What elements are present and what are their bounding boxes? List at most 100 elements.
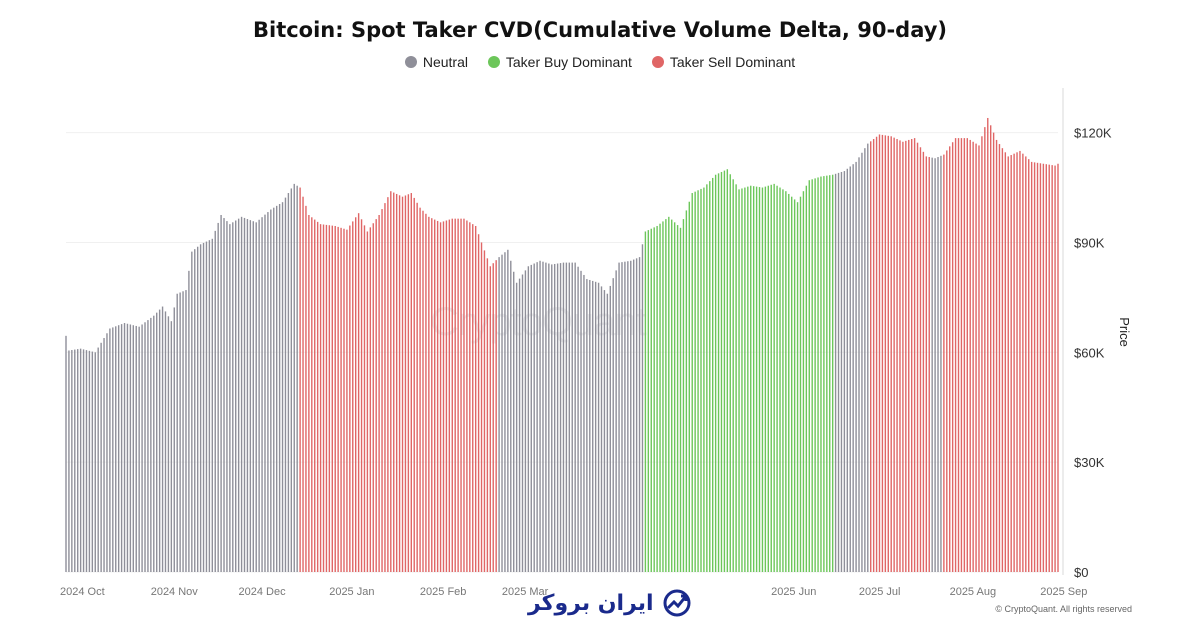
price-bar bbox=[1051, 165, 1053, 573]
price-bar bbox=[331, 225, 333, 572]
price-bar bbox=[141, 324, 143, 572]
legend-item-neutral[interactable]: Neutral bbox=[404, 54, 468, 70]
price-bar bbox=[220, 215, 222, 572]
price-bar bbox=[217, 222, 219, 572]
price-bar bbox=[890, 136, 892, 572]
price-bar bbox=[457, 218, 459, 572]
price-bar bbox=[852, 164, 854, 572]
legend-dot-sell-icon bbox=[651, 56, 664, 68]
price-bar bbox=[671, 219, 673, 572]
price-bar bbox=[255, 222, 257, 572]
price-bar bbox=[442, 221, 445, 572]
price-bar bbox=[589, 279, 591, 572]
price-bar bbox=[305, 205, 307, 572]
y-tick-label: $120K bbox=[1074, 126, 1112, 141]
price-bar bbox=[972, 141, 974, 572]
price-bar bbox=[474, 225, 477, 573]
price-bar bbox=[1025, 156, 1027, 573]
price-bar bbox=[571, 262, 573, 572]
price-bar bbox=[425, 213, 427, 572]
price-bar bbox=[196, 246, 199, 573]
price-bar bbox=[995, 139, 998, 572]
price-bar bbox=[287, 193, 290, 572]
price-bar bbox=[612, 278, 614, 572]
price-bar bbox=[592, 280, 594, 572]
price-bar bbox=[583, 274, 585, 572]
price-bar bbox=[91, 351, 94, 572]
y-axis-label: Price bbox=[1117, 317, 1132, 347]
y-tick-label: $90K bbox=[1074, 235, 1105, 250]
price-bar bbox=[349, 225, 351, 572]
price-bar bbox=[340, 227, 342, 572]
price-bar bbox=[138, 326, 140, 572]
price-bar bbox=[861, 152, 863, 572]
price-bar bbox=[782, 189, 784, 572]
price-bar bbox=[393, 192, 395, 572]
price-bar bbox=[761, 187, 764, 573]
price-bar bbox=[870, 141, 872, 572]
price-bar bbox=[785, 191, 787, 572]
price-bar bbox=[764, 186, 767, 572]
x-tick-label: 2025 Mar bbox=[502, 586, 549, 598]
price-bar bbox=[258, 219, 260, 572]
price-bar bbox=[545, 262, 547, 572]
price-bar bbox=[205, 241, 208, 573]
price-bar bbox=[1054, 165, 1056, 572]
price-bar bbox=[1033, 162, 1036, 572]
price-bar bbox=[706, 184, 708, 572]
price-bar bbox=[129, 324, 132, 572]
price-bar bbox=[1013, 153, 1015, 573]
price-bar bbox=[559, 263, 562, 572]
legend-item-taker-sell[interactable]: Taker Sell Dominant bbox=[651, 54, 795, 70]
price-bar bbox=[703, 187, 705, 573]
price-bar bbox=[416, 202, 418, 573]
price-bar bbox=[831, 174, 834, 572]
price-bar bbox=[115, 326, 117, 572]
price-bar bbox=[158, 309, 161, 572]
price-bar bbox=[521, 274, 524, 572]
price-bar bbox=[1001, 148, 1004, 572]
price-bar bbox=[281, 202, 284, 572]
price-bar bbox=[156, 312, 158, 572]
price-bar bbox=[638, 257, 641, 572]
price-bar bbox=[720, 171, 723, 573]
price-bar bbox=[79, 348, 82, 572]
price-bar bbox=[867, 143, 869, 572]
price-bar bbox=[679, 227, 682, 572]
price-bar bbox=[905, 140, 907, 572]
price-bar bbox=[395, 193, 398, 572]
price-bar bbox=[586, 279, 588, 572]
price-bar bbox=[773, 183, 775, 572]
price-bar bbox=[243, 217, 246, 572]
chart-legend: Neutral Taker Buy Dominant Taker Sell Do… bbox=[0, 54, 1200, 71]
price-bar bbox=[653, 227, 655, 573]
price-bar bbox=[492, 263, 494, 572]
price-bar bbox=[829, 175, 831, 572]
price-bar bbox=[597, 282, 600, 572]
price-bar bbox=[513, 271, 515, 572]
price-bar bbox=[223, 218, 225, 573]
price-bar bbox=[85, 350, 88, 572]
price-bar bbox=[226, 221, 228, 572]
price-bar bbox=[1019, 150, 1021, 573]
price-bar bbox=[700, 188, 702, 572]
y-tick-label: $30K bbox=[1074, 455, 1105, 470]
price-bar bbox=[796, 202, 799, 572]
price-bar bbox=[808, 180, 810, 572]
legend-item-taker-buy[interactable]: Taker Buy Dominant bbox=[487, 54, 632, 70]
price-bar bbox=[758, 187, 761, 572]
price-bar bbox=[507, 249, 509, 572]
price-bar bbox=[211, 238, 214, 573]
price-bar bbox=[990, 125, 992, 572]
price-bar bbox=[533, 263, 535, 572]
price-bar bbox=[954, 138, 957, 573]
price-bar bbox=[346, 229, 348, 572]
price-bar bbox=[919, 147, 922, 572]
price-bar bbox=[445, 220, 448, 573]
price-bar bbox=[1010, 155, 1012, 573]
price-bar bbox=[290, 188, 293, 572]
price-bar bbox=[577, 266, 579, 572]
price-bar bbox=[249, 220, 252, 572]
price-bar bbox=[185, 290, 187, 572]
